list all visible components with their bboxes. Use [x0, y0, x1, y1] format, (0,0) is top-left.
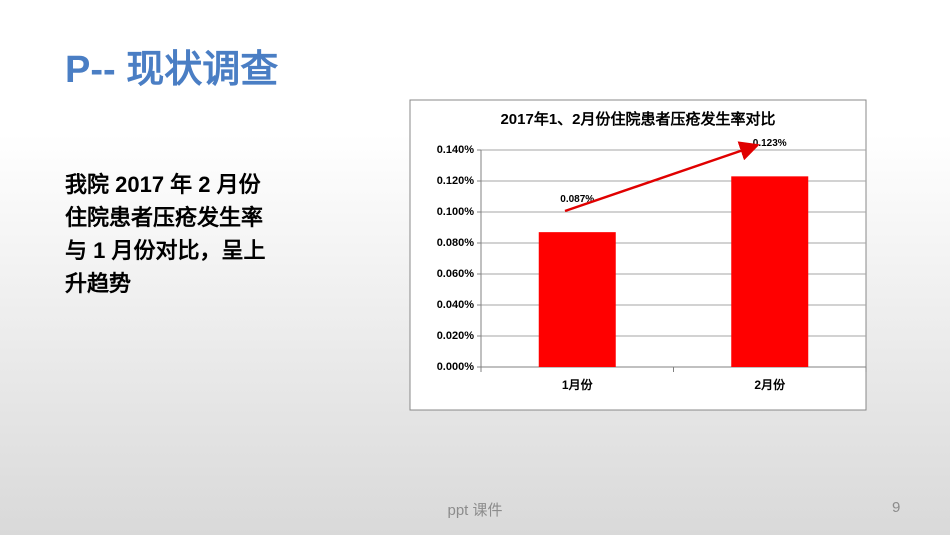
x-tick-label: 1月份	[562, 377, 594, 392]
footer: ppt 课件	[447, 502, 503, 519]
body-line: 与 1 月份对比，呈上	[65, 238, 266, 263]
slide-title: P-- 现状调查	[65, 49, 279, 91]
y-tick-label: 0.000%	[437, 361, 475, 373]
bar	[731, 176, 809, 367]
body-text: 我院 2017 年 2 月份 住院患者压疮发生率 与 1 月份对比，呈上 升趋势	[65, 168, 265, 300]
y-tick-label: 0.140%	[437, 144, 475, 156]
trend-arrow	[564, 141, 760, 213]
value-label: 0.087%	[560, 194, 594, 205]
bar	[538, 232, 616, 367]
y-tick-label: 0.100%	[437, 206, 475, 218]
y-tick-label: 0.080%	[437, 237, 475, 249]
body-line: 住院患者压疮发生率	[65, 205, 264, 230]
value-label: 0.123%	[753, 138, 787, 149]
chart-title: 2017年1、2月份住院患者压疮发生率对比	[500, 110, 775, 128]
page-number: 9	[892, 499, 901, 516]
y-tick-label: 0.020%	[437, 330, 475, 342]
body-line: 我院 2017 年 2 月份	[65, 172, 261, 197]
y-tick-label: 0.060%	[437, 268, 475, 280]
body-line: 升趋势	[65, 271, 132, 296]
y-tick-label: 0.120%	[437, 175, 475, 187]
x-tick-label: 2月份	[754, 377, 786, 392]
y-tick-label: 0.040%	[437, 299, 475, 311]
